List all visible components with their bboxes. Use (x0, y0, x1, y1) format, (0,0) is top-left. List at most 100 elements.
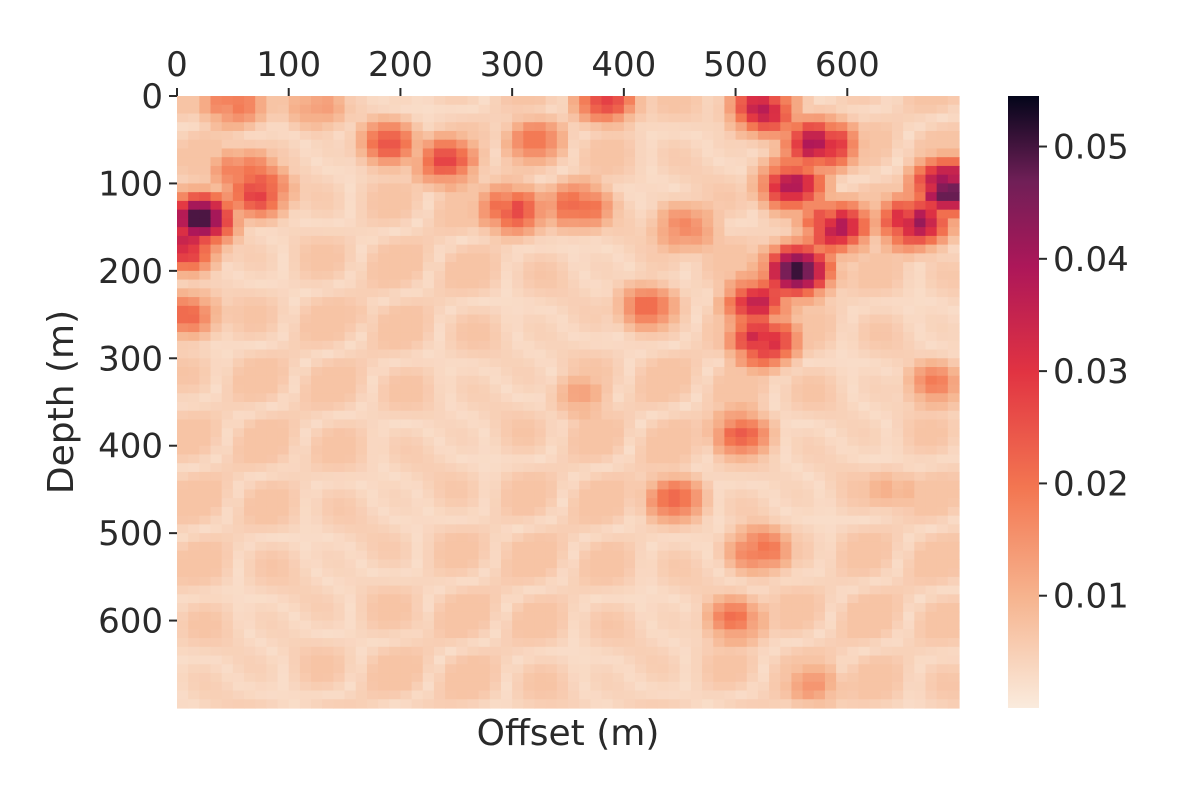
heatmap-cell (679, 541, 692, 552)
heatmap-cell (232, 244, 245, 254)
heatmap-cell (210, 515, 223, 525)
heatmap-cell (746, 585, 759, 595)
heatmap-cell (679, 148, 692, 158)
heatmap-cell (914, 664, 927, 674)
heatmap-cell (411, 585, 424, 595)
heatmap-cell (210, 480, 223, 491)
heatmap-cell (802, 638, 815, 648)
heatmap-cell (646, 157, 658, 167)
heatmap-cell (177, 515, 189, 525)
heatmap-cell (500, 375, 513, 386)
heatmap-cell (500, 235, 513, 246)
heatmap-cell (299, 130, 312, 141)
heatmap-cell (880, 148, 893, 158)
heatmap-cell (769, 646, 781, 657)
heatmap-cell (746, 244, 759, 254)
heatmap-cell (366, 235, 379, 246)
heatmap-cell (780, 498, 793, 508)
heatmap-cell (288, 314, 301, 324)
heatmap-cell (914, 200, 927, 211)
heatmap-cell (445, 681, 457, 692)
heatmap-cell (579, 568, 591, 578)
heatmap-cell (813, 524, 826, 534)
heatmap-cell (791, 96, 804, 106)
heatmap-cell (255, 183, 267, 193)
heatmap-cell (378, 629, 390, 639)
heatmap-cell (389, 288, 402, 298)
heatmap-cell (646, 585, 658, 595)
heatmap-cell (366, 148, 379, 158)
heatmap-cell (757, 130, 770, 141)
heatmap-cell (366, 419, 379, 429)
heatmap-cell (746, 568, 759, 578)
heatmap-cell (612, 157, 625, 167)
heatmap-cell (824, 533, 837, 543)
heatmap-cell (411, 227, 424, 237)
heatmap-cell (467, 148, 480, 158)
heatmap-cell (199, 192, 212, 202)
heatmap-cell (679, 244, 692, 254)
heatmap-cell (288, 200, 301, 211)
heatmap-cell (445, 603, 457, 613)
heatmap-cell (400, 297, 413, 307)
heatmap-cell (445, 113, 457, 123)
heatmap-cell (802, 200, 815, 211)
heatmap-cell (255, 576, 267, 587)
heatmap-cell (757, 699, 770, 709)
heatmap-cell (545, 192, 558, 202)
heatmap-cell (791, 104, 804, 115)
heatmap-cell (411, 629, 424, 639)
heatmap-cell (322, 96, 334, 106)
heatmap-cell (724, 332, 737, 342)
heatmap-cell (724, 620, 737, 630)
heatmap-cell (590, 690, 603, 700)
heatmap-cell (880, 585, 893, 595)
heatmap-cell (813, 393, 826, 403)
heatmap-cell (333, 620, 346, 630)
heatmap-cell (355, 454, 368, 464)
heatmap-cell (556, 227, 569, 237)
heatmap-cell (299, 122, 312, 132)
heatmap-cell (512, 533, 524, 543)
heatmap-cell (288, 541, 301, 552)
heatmap-cell (668, 498, 681, 508)
heatmap-cell (299, 183, 312, 193)
heatmap-cell (702, 515, 714, 525)
heatmap-cell (836, 297, 848, 307)
heatmap-cell (188, 620, 200, 630)
heatmap-cell (802, 664, 815, 674)
heatmap-cell (445, 130, 457, 141)
heatmap-cell (378, 157, 390, 167)
heatmap-cell (947, 664, 960, 674)
heatmap-cell (523, 332, 536, 342)
heatmap-cell (891, 113, 904, 123)
heatmap-cell (311, 174, 323, 185)
heatmap-cell (903, 603, 915, 613)
heatmap-cell (635, 620, 647, 630)
heatmap-cell (299, 454, 312, 464)
heatmap-cell (556, 620, 569, 630)
heatmap-cell (757, 349, 770, 359)
heatmap-cell (556, 174, 569, 185)
heatmap-cell (791, 515, 804, 525)
heatmap-cell (936, 638, 949, 648)
heatmap-cell (590, 699, 603, 709)
heatmap-cell (813, 603, 826, 613)
heatmap-cell (534, 611, 547, 622)
heatmap-cell (702, 673, 714, 683)
heatmap-cell (177, 375, 189, 386)
heatmap-cell (489, 690, 502, 700)
heatmap-cell (478, 463, 491, 473)
heatmap-cell (534, 279, 547, 289)
heatmap-cell (891, 524, 904, 534)
heatmap-cell (277, 445, 290, 456)
heatmap-cell (757, 471, 770, 482)
heatmap-cell (869, 340, 882, 351)
heatmap-cell (500, 192, 513, 202)
heatmap-cell (534, 489, 547, 499)
heatmap-cell (322, 165, 334, 176)
heatmap-cell (232, 253, 245, 263)
heatmap-cell (858, 358, 871, 368)
heatmap-cell (177, 524, 189, 534)
heatmap-cell (355, 314, 368, 324)
